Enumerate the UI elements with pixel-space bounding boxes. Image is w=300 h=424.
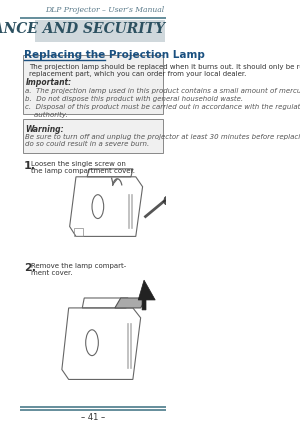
Text: The projection lamp should be replaced when it burns out. It should only be repl: The projection lamp should be replaced w… [29, 64, 300, 77]
Text: 2.: 2. [24, 263, 36, 273]
Text: c.  Disposal of this product must be carried out in accordance with the regulati: c. Disposal of this product must be carr… [26, 104, 300, 117]
Text: a.  The projection lamp used in this product contains a small amount of mercury.: a. The projection lamp used in this prod… [26, 87, 300, 94]
Text: MAINTENANCE AND SECURITY: MAINTENANCE AND SECURITY [0, 22, 165, 36]
FancyBboxPatch shape [34, 20, 165, 42]
Polygon shape [115, 298, 146, 308]
Text: Remove the lamp compart-
ment cover.: Remove the lamp compart- ment cover. [31, 263, 126, 276]
Bar [74, 229, 83, 237]
Text: Be sure to turn off and unplug the projector at least 30 minutes before replacin: Be sure to turn off and unplug the proje… [26, 134, 300, 147]
Text: – 41 –: – 41 – [81, 413, 105, 422]
Text: 1.: 1. [24, 161, 36, 171]
FancyBboxPatch shape [23, 119, 163, 153]
FancyBboxPatch shape [23, 55, 163, 114]
Text: b.  Do not dispose this product with general household waste.: b. Do not dispose this product with gene… [26, 96, 244, 103]
Text: Replacing the Projection Lamp: Replacing the Projection Lamp [24, 50, 205, 60]
Text: Important:: Important: [26, 78, 71, 87]
Circle shape [164, 197, 168, 205]
Text: Loosen the single screw on
the lamp compartment cover.: Loosen the single screw on the lamp comp… [31, 161, 135, 174]
Text: DLP Projector – User’s Manual: DLP Projector – User’s Manual [45, 6, 164, 14]
Text: Warning:: Warning: [26, 125, 64, 134]
Polygon shape [138, 280, 155, 310]
